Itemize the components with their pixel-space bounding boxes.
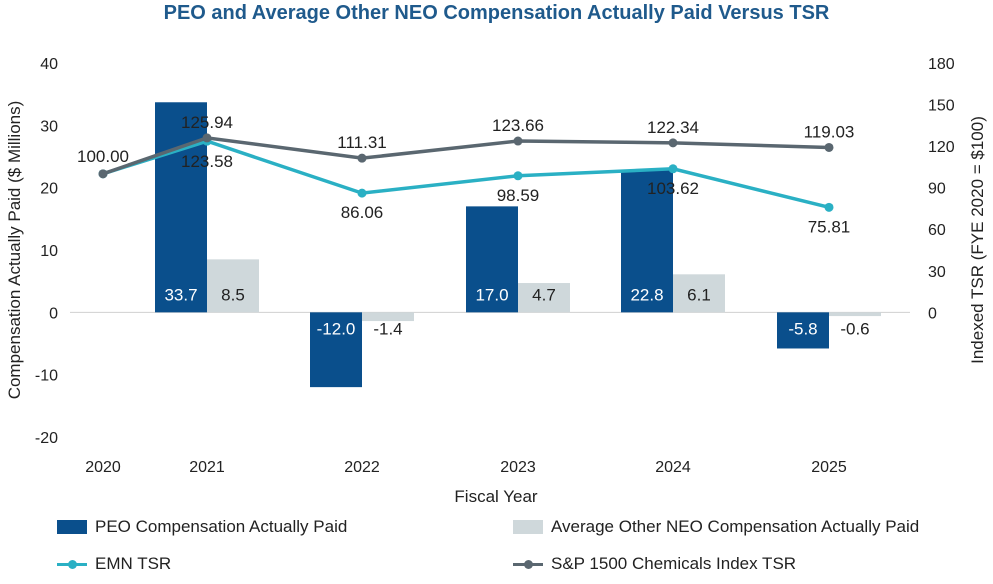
neo-bar-label: 8.5 (221, 285, 245, 304)
emn-tsr-point (513, 171, 523, 181)
peo-bar-label: -5.8 (788, 319, 817, 338)
y-left-tick-label: 10 (40, 243, 58, 260)
y-left-tick-label: -10 (35, 368, 58, 385)
y-left-tick-label: 30 (40, 118, 58, 135)
neo-bar (673, 274, 725, 313)
y-left-tick-label: 0 (49, 305, 58, 322)
neo-bar (518, 283, 570, 313)
neo-bar (829, 312, 881, 317)
neo-bar (362, 312, 414, 322)
sp1500-tsr-label: 123.66 (492, 116, 544, 135)
y-left-tick-label: -20 (35, 430, 58, 447)
y-left-tick-label: 20 (40, 181, 58, 198)
emn-tsr-label: 98.59 (497, 186, 540, 205)
peo-bar-label: 33.7 (164, 285, 197, 304)
y-right-tick-label: 30 (928, 264, 946, 281)
emn-tsr-point (357, 188, 367, 198)
peo-bar (777, 312, 829, 349)
peo-bar (310, 312, 362, 388)
peo-bar (155, 102, 207, 313)
emn-tsr-label: 103.62 (647, 179, 699, 198)
sp1500-tsr-label: 125.94 (181, 113, 233, 132)
emn-tsr-label: 75.81 (808, 217, 851, 236)
x-tick-label: 2020 (85, 459, 121, 476)
neo-bar-label: -0.6 (840, 319, 869, 338)
emn-tsr-label: 123.58 (181, 152, 233, 171)
sp1500-tsr-point (98, 169, 108, 179)
y-left-axis-title: Compensation Actually Paid ($ Millions) (5, 101, 24, 400)
peo-bar-label: -12.0 (317, 319, 356, 338)
y-right-tick-label: 90 (928, 181, 946, 198)
sp1500-tsr-label: 122.34 (647, 118, 699, 137)
emn-tsr-label: 86.06 (341, 203, 384, 222)
sp1500-tsr-point (668, 138, 678, 148)
peo-bar-label: 17.0 (475, 285, 508, 304)
neo-bar (207, 259, 259, 313)
x-tick-label: 2025 (811, 459, 847, 476)
emn-tsr-point (668, 164, 678, 174)
y-right-tick-label: 150 (928, 98, 955, 115)
neo-bar-label: 4.7 (532, 285, 556, 304)
emn-tsr-line (102, 139, 830, 210)
y-right-tick-label: 0 (928, 305, 937, 322)
y-right-tick-label: 60 (928, 222, 946, 239)
x-tick-label: 2024 (655, 459, 691, 476)
chart-title: PEO and Average Other NEO Compensation A… (163, 2, 830, 24)
tsr-2020-label: 100.00 (77, 147, 129, 166)
neo-bar-label: -1.4 (373, 319, 402, 338)
y-left-tick-label: 40 (40, 56, 58, 73)
sp1500-tsr-point (202, 133, 212, 143)
sp1500-tsr-line (102, 136, 830, 176)
peo-bar (621, 170, 673, 313)
sp1500-tsr-point (357, 153, 367, 163)
sp1500-tsr-label: 111.31 (337, 133, 386, 152)
peo-bar-label: 22.8 (630, 285, 663, 304)
x-axis-title: Fiscal Year (454, 487, 537, 506)
sp1500-tsr-label: 119.03 (804, 122, 855, 141)
x-tick-label: 2023 (500, 459, 536, 476)
sp1500-tsr-point (824, 142, 834, 152)
y-right-axis-title: Indexed TSR (FYE 2020 = $100) (968, 116, 987, 364)
x-tick-label: 2022 (344, 459, 380, 476)
y-right-tick-label: 180 (928, 56, 955, 73)
neo-bar-label: 6.1 (687, 285, 711, 304)
x-tick-label: 2021 (189, 459, 225, 476)
sp1500-tsr-point (513, 136, 523, 146)
emn-tsr-point (824, 202, 834, 212)
y-right-tick-label: 120 (928, 139, 955, 156)
peo-bar (466, 206, 518, 313)
